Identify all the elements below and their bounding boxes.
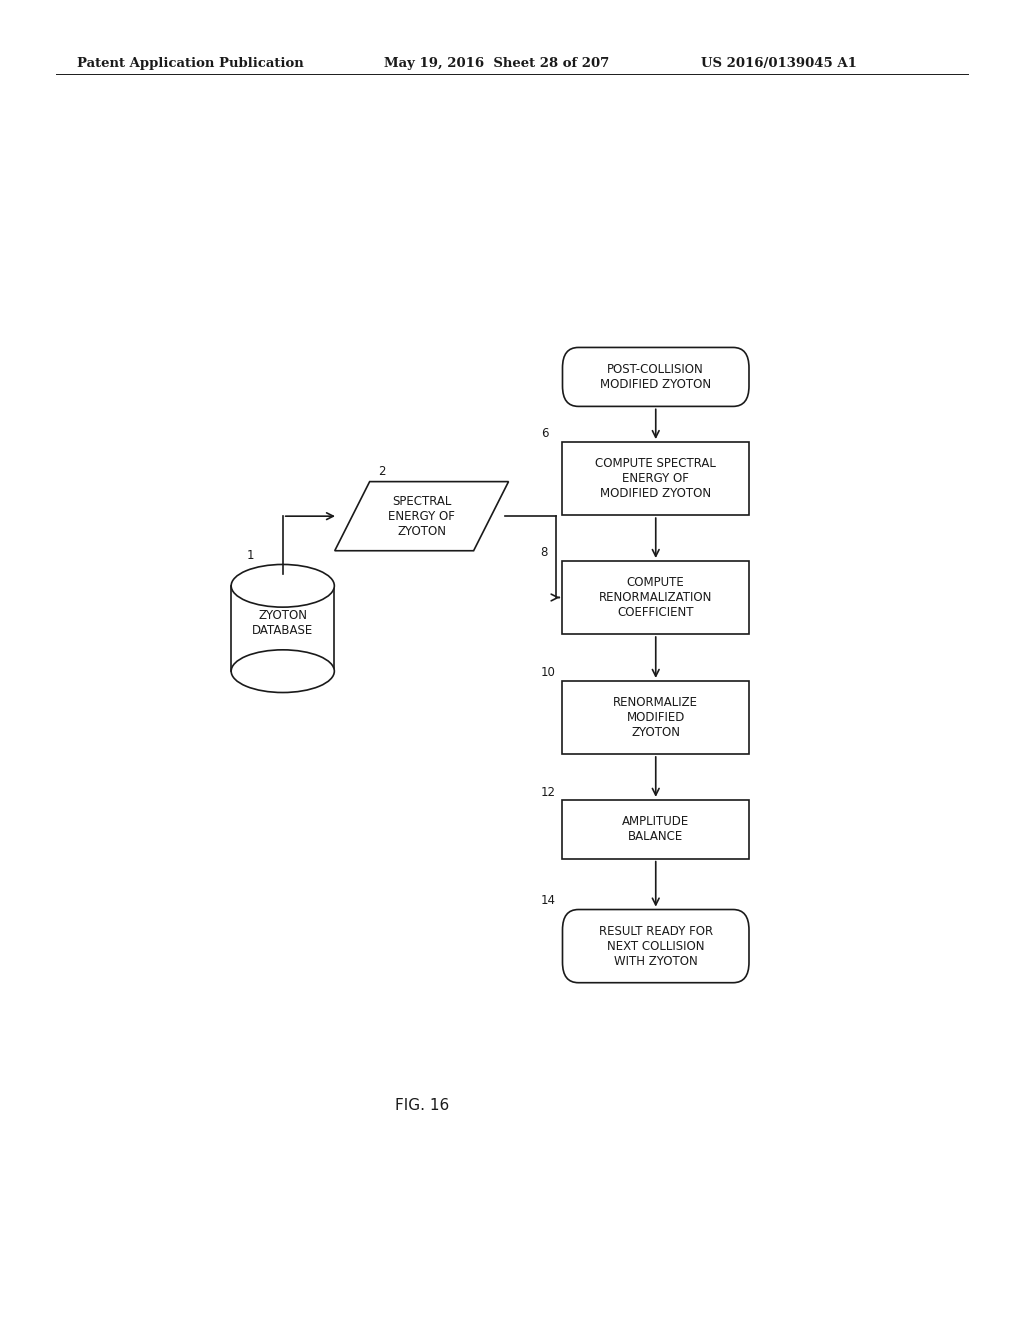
Text: FIG. 16: FIG. 16	[394, 1098, 449, 1113]
Polygon shape	[335, 482, 509, 550]
Text: RESULT READY FOR
NEXT COLLISION
WITH ZYOTON: RESULT READY FOR NEXT COLLISION WITH ZYO…	[599, 924, 713, 968]
Bar	[231, 586, 334, 671]
Bar	[562, 800, 749, 859]
FancyBboxPatch shape	[562, 347, 749, 407]
Text: May 19, 2016  Sheet 28 of 207: May 19, 2016 Sheet 28 of 207	[384, 57, 609, 70]
Text: 2: 2	[378, 465, 385, 478]
Text: RENORMALIZE
MODIFIED
ZYOTON: RENORMALIZE MODIFIED ZYOTON	[613, 696, 698, 739]
Bar	[562, 681, 749, 754]
Bar	[562, 561, 749, 634]
Ellipse shape	[231, 649, 334, 693]
Text: SPECTRAL
ENERGY OF
ZYOTON: SPECTRAL ENERGY OF ZYOTON	[388, 495, 455, 537]
Text: Patent Application Publication: Patent Application Publication	[77, 57, 303, 70]
Text: ZYOTON
DATABASE: ZYOTON DATABASE	[252, 609, 313, 638]
Text: 8: 8	[541, 546, 548, 558]
Bar	[562, 442, 749, 515]
Text: 12: 12	[541, 785, 556, 799]
Text: 10: 10	[541, 665, 556, 678]
Text: 1: 1	[247, 549, 255, 562]
Text: 14: 14	[541, 895, 556, 907]
Text: 6: 6	[541, 426, 548, 440]
Text: AMPLITUDE
BALANCE: AMPLITUDE BALANCE	[623, 816, 689, 843]
Text: COMPUTE
RENORMALIZATION
COEFFICIENT: COMPUTE RENORMALIZATION COEFFICIENT	[599, 576, 713, 619]
FancyBboxPatch shape	[562, 909, 749, 982]
Text: POST-COLLISION
MODIFIED ZYOTON: POST-COLLISION MODIFIED ZYOTON	[600, 363, 712, 391]
Text: COMPUTE SPECTRAL
ENERGY OF
MODIFIED ZYOTON: COMPUTE SPECTRAL ENERGY OF MODIFIED ZYOT…	[595, 457, 716, 500]
Ellipse shape	[231, 565, 334, 607]
Text: US 2016/0139045 A1: US 2016/0139045 A1	[701, 57, 857, 70]
